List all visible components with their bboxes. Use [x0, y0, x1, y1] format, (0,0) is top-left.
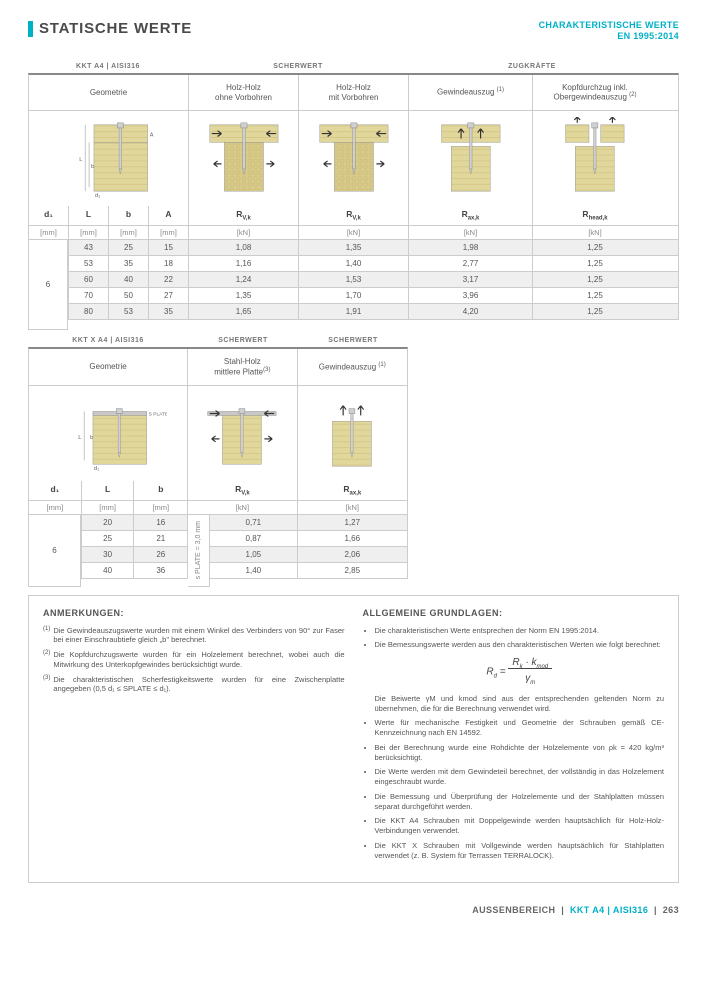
sym-A: A — [149, 206, 189, 225]
note-3: (3)Die charakteristischen Scherfestigkei… — [43, 675, 345, 695]
diagram-gewinde-2 — [298, 386, 407, 481]
diagram-gewinde — [409, 111, 533, 206]
page-header: STATISCHE WERTE CHARAKTERISTISCHE WERTE … — [28, 20, 679, 42]
sym-rvk1: RV,k — [189, 206, 299, 225]
g7: Die KKT A4 Schrauben mit Doppelgewinde w… — [375, 816, 665, 836]
page-title: STATISCHE WERTE — [39, 20, 192, 37]
hdr-holz-ohne: Holz-Holz ohne Vorbohren — [189, 75, 299, 111]
table-kkt-x-a4: KKT X A4 | AISI316 SCHERWERT SCHERWERT G… — [28, 334, 408, 579]
d1-value: 6 — [28, 240, 68, 330]
table-row: 8053351,651,914,201,25 — [28, 304, 679, 320]
svg-text:d₁: d₁ — [95, 193, 100, 199]
table-row: 7050271,351,703,961,25 — [28, 288, 679, 304]
diagram-stahl — [188, 386, 297, 481]
cat-product-2: KKT X A4 | AISI316 — [28, 334, 188, 347]
table-row: 25210,871,66 — [28, 531, 408, 547]
diagram-geom-2: S PLATE L b d₁ — [29, 386, 188, 481]
hdr-stahl: Stahl-Holz mittlere Platte(3) — [188, 349, 297, 385]
g8: Die KKT X Schrauben mit Vollgewinde werd… — [375, 841, 665, 861]
cat-scher: SCHERWERT — [188, 60, 408, 73]
note-2: (2)Die Kopfdurchzugswerte wurden für ein… — [43, 650, 345, 670]
diagram-holz-ohne — [189, 111, 299, 206]
diagram-kopf — [533, 111, 657, 206]
hdr-gewinde-2: Gewindeauszug (1) — [298, 349, 407, 385]
svg-text:b: b — [91, 164, 94, 170]
svg-text:b: b — [90, 435, 93, 441]
header-left: STATISCHE WERTE — [28, 20, 192, 37]
accent-bar — [28, 21, 33, 37]
table-row: 30261,052,06 — [28, 547, 408, 563]
d1-value-2: 6 — [28, 515, 81, 587]
g1: Die charakteristischen Werte entsprechen… — [375, 626, 665, 636]
notes-panel: ANMERKUNGEN: (1)Die Gewindeauszugswerte … — [28, 595, 679, 884]
notes-right: ALLGEMEINE GRUNDLAGEN: Die charakteristi… — [363, 608, 665, 871]
hdr-holz-mit: Holz-Holz mit Vorbohren — [299, 75, 409, 111]
svg-text:A: A — [149, 133, 153, 139]
cat-zug: ZUGKRÄFTE — [408, 60, 656, 73]
cat-product: KKT A4 | AISI316 — [28, 60, 188, 73]
g6: Die Bemessung und Überprüfung der Holzel… — [375, 792, 665, 812]
svg-text:L: L — [79, 157, 83, 163]
page-footer: AUSSENBEREICH | KKT A4 | AISI316 | 263 — [28, 905, 679, 915]
sym-rhead: Rhead,k — [533, 206, 657, 225]
sym-b: b — [109, 206, 149, 225]
formula: Rd = Rk · kmodγm — [375, 656, 665, 688]
grundlagen-title: ALLGEMEINE GRUNDLAGEN: — [363, 608, 665, 618]
hdr-geometrie: Geometrie — [29, 75, 189, 111]
g3: Werte für mechanische Festigkeit und Geo… — [375, 718, 665, 738]
svg-text:S PLATE: S PLATE — [149, 411, 167, 417]
table-row: 5335181,161,402,771,25 — [28, 256, 679, 272]
hdr-kopf: Kopfdurchzug inkl. Obergewindeauszug (2) — [533, 75, 657, 111]
sym-L: L — [69, 206, 109, 225]
svg-text:d₁: d₁ — [94, 466, 99, 472]
notes-left: ANMERKUNGEN: (1)Die Gewindeauszugswerte … — [43, 608, 345, 871]
table-row: 20160,711,27 — [28, 515, 408, 531]
diagram-holz-mit — [299, 111, 409, 206]
diagram-geometrie: A L b d₁ — [29, 111, 189, 206]
sym-rvk2: RV,k — [299, 206, 409, 225]
table-row: 4325151,081,351,981,25 — [28, 240, 679, 256]
table-row: 40361,402,85 — [28, 563, 408, 579]
sym-d1: d₁ — [29, 206, 69, 225]
hdr-gewinde: Gewindeauszug (1) — [409, 75, 533, 111]
g2: Die Bemessungswerte werden aus den chara… — [375, 640, 665, 713]
g4: Bei der Berechnung wurde eine Rohdichte … — [375, 743, 665, 763]
g5: Die Werte werden mit dem Gewindeteil ber… — [375, 767, 665, 787]
sym-rax: Rax,k — [409, 206, 533, 225]
table-kkt-a4: KKT A4 | AISI316 SCHERWERT ZUGKRÄFTE Geo… — [28, 60, 679, 321]
table-row: 6040221,241,533,171,25 — [28, 272, 679, 288]
svg-text:L: L — [79, 435, 83, 441]
cat-s2: SCHERWERT — [298, 334, 408, 347]
hdr-geom-2: Geometrie — [29, 349, 188, 385]
header-right: CHARAKTERISTISCHE WERTE EN 1995:2014 — [539, 20, 679, 42]
note-1: (1)Die Gewindeauszugswerte wurden mit ei… — [43, 626, 345, 646]
anmerkungen-title: ANMERKUNGEN: — [43, 608, 345, 618]
cat-s1: SCHERWERT — [188, 334, 298, 347]
plate-thickness: s PLATE = 3,0 mm — [188, 515, 210, 587]
